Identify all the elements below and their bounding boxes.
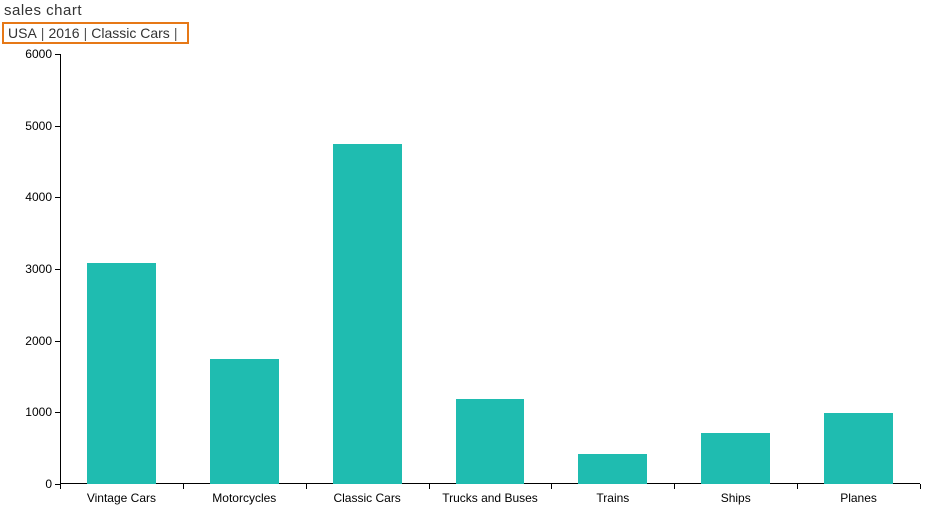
- bar[interactable]: [87, 263, 156, 484]
- y-axis-label: 6000: [25, 47, 52, 61]
- breadcrumb-item[interactable]: Classic Cars: [91, 25, 170, 41]
- bar[interactable]: [456, 399, 525, 484]
- x-axis-tick: [920, 484, 921, 489]
- breadcrumb-item[interactable]: USA: [8, 25, 37, 41]
- bar[interactable]: [210, 359, 279, 484]
- bar[interactable]: [824, 413, 893, 484]
- bar[interactable]: [701, 433, 770, 484]
- bar[interactable]: [333, 144, 402, 484]
- y-axis-label: 1000: [25, 405, 52, 419]
- breadcrumb-separator: |: [84, 25, 88, 41]
- y-axis-label: 2000: [25, 334, 52, 348]
- x-axis-label: Trucks and Buses: [442, 491, 538, 505]
- y-axis-label: 0: [45, 477, 52, 491]
- x-axis-tick: [674, 484, 675, 489]
- x-axis-tick: [551, 484, 552, 489]
- x-axis-tick: [306, 484, 307, 489]
- y-axis-tick: [55, 54, 60, 55]
- y-axis-tick: [55, 412, 60, 413]
- x-axis-label: Trains: [596, 491, 629, 505]
- bar[interactable]: [578, 454, 647, 484]
- chart-root: sales chart USA|2016|Classic Cars| 01000…: [0, 0, 939, 527]
- x-axis-label: Vintage Cars: [87, 491, 156, 505]
- y-axis-tick: [55, 197, 60, 198]
- x-axis-label: Motorcycles: [212, 491, 276, 505]
- x-axis-label: Ships: [721, 491, 751, 505]
- chart-title: sales chart: [4, 2, 82, 19]
- y-axis-tick: [55, 269, 60, 270]
- x-axis-tick: [183, 484, 184, 489]
- breadcrumb-item[interactable]: 2016: [48, 25, 79, 41]
- x-axis-tick: [429, 484, 430, 489]
- y-axis-line: [60, 54, 61, 484]
- x-axis-label: Classic Cars: [333, 491, 400, 505]
- breadcrumb-separator: |: [174, 25, 178, 41]
- y-axis-label: 3000: [25, 262, 52, 276]
- y-axis-label: 4000: [25, 190, 52, 204]
- x-axis-tick: [60, 484, 61, 489]
- y-axis-label: 5000: [25, 119, 52, 133]
- y-axis-tick: [55, 126, 60, 127]
- breadcrumb[interactable]: USA|2016|Classic Cars|: [2, 22, 189, 44]
- x-axis-tick: [797, 484, 798, 489]
- plot-area: 0100020003000400050006000Vintage CarsMot…: [60, 54, 920, 484]
- x-axis-label: Planes: [840, 491, 877, 505]
- breadcrumb-separator: |: [41, 25, 45, 41]
- y-axis-tick: [55, 341, 60, 342]
